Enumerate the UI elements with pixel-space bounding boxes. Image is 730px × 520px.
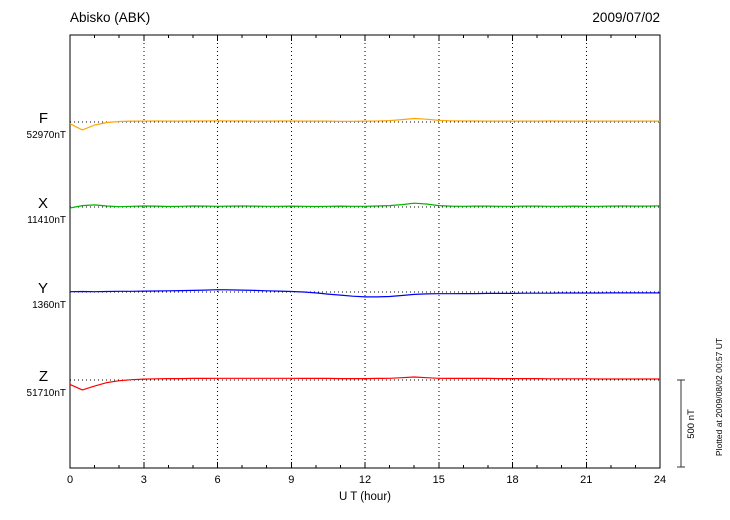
channel-label-F: F (39, 110, 48, 127)
channel-label-Y: Y (38, 280, 48, 297)
channel-label-Z: Z (39, 368, 48, 385)
station-title: Abisko (ABK) (70, 10, 150, 25)
trace-Y (69, 289, 660, 298)
trace-X (69, 202, 661, 209)
channel-baseline-F: 52970nT (27, 130, 66, 141)
plotted-at-note: Plotted at 2009/08/02 00:57 UT (714, 338, 724, 456)
scale-bar-label: 500 nT (686, 409, 697, 439)
channel-baseline-X: 11410nT (27, 215, 66, 226)
x-tick-label: 21 (580, 474, 592, 486)
x-axis-label: U T (hour) (339, 491, 391, 503)
x-tick-label: 18 (506, 474, 518, 486)
trace-layer (69, 117, 661, 391)
grid-layer: 0 3 6 9 12 15 18 21 24 (67, 34, 685, 486)
channel-label-X: X (38, 195, 48, 212)
plot-date: 2009/07/02 (592, 10, 660, 25)
x-tick-label: 6 (214, 474, 220, 486)
x-tick-label: 3 (141, 474, 147, 486)
x-tick-label: 15 (433, 474, 445, 486)
x-tick-label: 12 (359, 474, 371, 486)
x-tick-label: 0 (67, 474, 73, 486)
trace-F (69, 117, 660, 131)
trace-Z (69, 376, 660, 391)
x-tick-label: 24 (654, 474, 666, 486)
channel-baseline-Y: 1360nT (32, 300, 66, 311)
channel-baseline-Z: 51710nT (27, 388, 66, 399)
x-tick-label: 9 (288, 474, 294, 486)
